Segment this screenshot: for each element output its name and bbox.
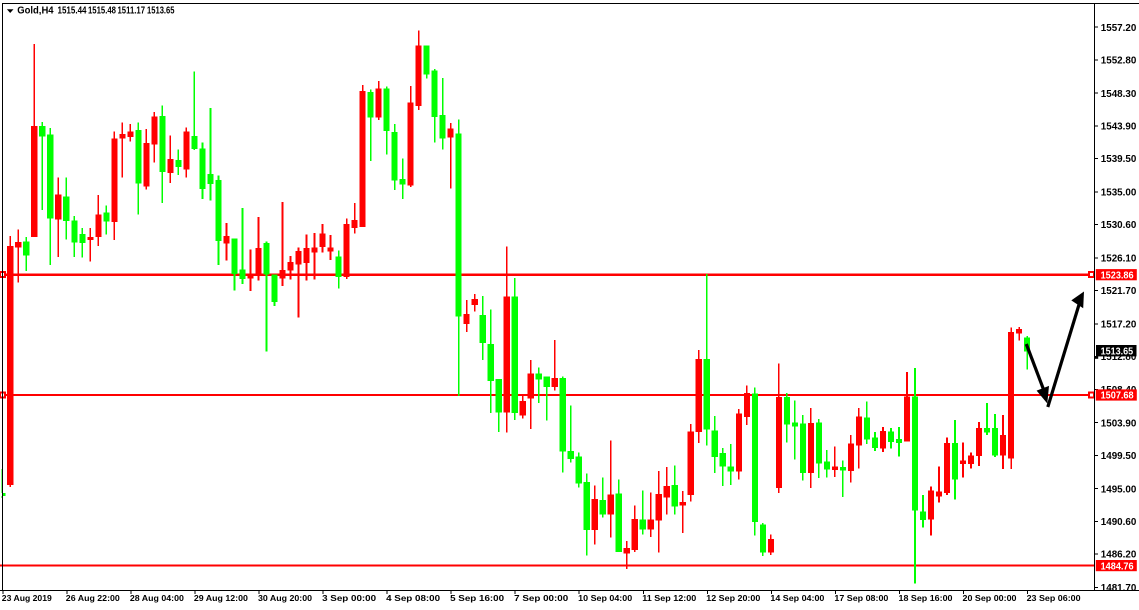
svg-text:1512.80: 1512.80 <box>1101 352 1137 363</box>
svg-text:12 Sep 20:00: 12 Sep 20:00 <box>706 593 760 603</box>
svg-text:26 Aug 22:00: 26 Aug 22:00 <box>66 593 120 603</box>
svg-text:18 Sep 16:00: 18 Sep 16:00 <box>899 593 953 603</box>
svg-text:4 Sep 08:00: 4 Sep 08:00 <box>386 593 440 603</box>
svg-text:3 Sep 00:00: 3 Sep 00:00 <box>322 593 376 603</box>
svg-text:1521.70: 1521.70 <box>1101 286 1137 297</box>
svg-text:1515.48: 1515.48 <box>88 5 116 17</box>
svg-text:Gold,H4: Gold,H4 <box>17 5 54 17</box>
svg-text:7 Sep 00:00: 7 Sep 00:00 <box>514 593 568 603</box>
svg-text:1511.17: 1511.17 <box>118 5 146 17</box>
svg-text:23 Sep 06:00: 23 Sep 06:00 <box>1027 593 1081 603</box>
svg-text:5 Sep 16:00: 5 Sep 16:00 <box>450 593 504 603</box>
svg-text:29 Aug 12:00: 29 Aug 12:00 <box>194 593 248 603</box>
svg-text:20 Sep 00:00: 20 Sep 00:00 <box>963 593 1017 603</box>
svg-text:11 Sep 12:00: 11 Sep 12:00 <box>642 593 696 603</box>
svg-text:1515.44: 1515.44 <box>58 5 87 17</box>
svg-text:1484.76: 1484.76 <box>1101 561 1134 572</box>
svg-text:1539.50: 1539.50 <box>1101 154 1137 165</box>
svg-text:1513.65: 1513.65 <box>1101 346 1134 357</box>
svg-text:30 Aug 20:00: 30 Aug 20:00 <box>258 593 312 603</box>
svg-text:1503.90: 1503.90 <box>1101 418 1137 429</box>
svg-text:1507.68: 1507.68 <box>1101 391 1134 402</box>
svg-text:17 Sep 08:00: 17 Sep 08:00 <box>834 593 888 603</box>
svg-text:1490.60: 1490.60 <box>1101 517 1137 528</box>
svg-text:1557.20: 1557.20 <box>1101 23 1137 34</box>
svg-text:14 Sep 04:00: 14 Sep 04:00 <box>770 593 824 603</box>
svg-text:1530.60: 1530.60 <box>1101 220 1137 231</box>
svg-text:10 Sep 04:00: 10 Sep 04:00 <box>578 593 632 603</box>
svg-text:1535.00: 1535.00 <box>1101 188 1137 199</box>
svg-text:1499.50: 1499.50 <box>1101 451 1137 462</box>
svg-text:1523.86: 1523.86 <box>1101 270 1134 281</box>
svg-text:1552.80: 1552.80 <box>1101 55 1137 66</box>
svg-text:1495.00: 1495.00 <box>1101 484 1137 495</box>
svg-text:1548.30: 1548.30 <box>1101 89 1137 100</box>
svg-text:28 Aug 04:00: 28 Aug 04:00 <box>130 593 184 603</box>
svg-text:1486.20: 1486.20 <box>1101 550 1137 561</box>
svg-text:1481.70: 1481.70 <box>1101 583 1137 594</box>
svg-text:1513.65: 1513.65 <box>147 5 175 17</box>
svg-text:1517.20: 1517.20 <box>1101 320 1137 331</box>
svg-text:1526.10: 1526.10 <box>1101 254 1137 265</box>
svg-text:23 Aug 2019: 23 Aug 2019 <box>2 593 52 603</box>
svg-text:1543.90: 1543.90 <box>1101 122 1137 133</box>
